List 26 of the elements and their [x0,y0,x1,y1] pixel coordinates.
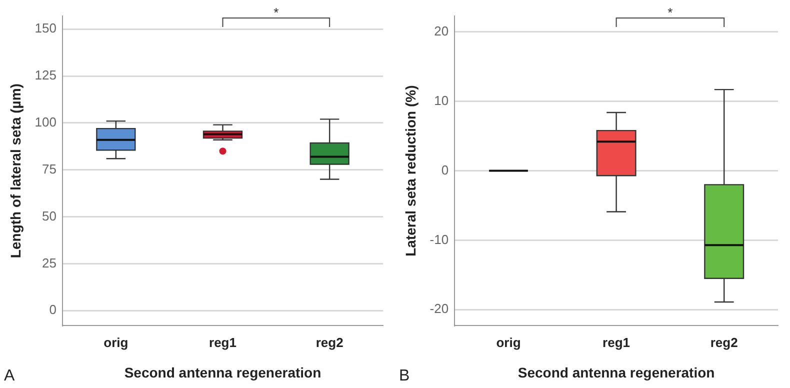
y-tick-label: 75 [42,161,56,176]
y-axis-title: Length of lateral seta (µm) [7,84,24,258]
annotation: * [274,5,279,20]
y-tick-label: 25 [42,255,56,270]
annotation: * [668,5,673,20]
y-tick-label: 150 [34,20,56,36]
y-tick-label: 0 [49,302,56,318]
y-tick-label: -20 [430,301,449,316]
y-tick-label: 50 [42,208,56,224]
y-tick-label: -10 [430,232,449,247]
x-tick-label: orig [104,334,128,350]
x-axis-title: Second antenna regeneration [518,364,715,380]
y-axis-title: Lateral seta reduction (%) [402,85,418,256]
y-tick-label: 10 [434,92,449,108]
y-tick-label: 125 [34,68,56,83]
x-tick-label: reg2 [710,334,738,350]
x-tick-label: reg1 [209,334,236,350]
y-tick-label: 20 [434,24,449,39]
y-tick-label: 0 [441,162,449,178]
y-tick-label: 100 [34,114,56,130]
text: B [399,367,410,384]
text: A [4,367,15,384]
x-axis-title: Second antenna regeneration [124,364,322,380]
x-tick-label: reg1 [602,334,630,350]
x-tick-label: reg2 [316,334,344,350]
x-tick-label: orig [496,334,521,350]
